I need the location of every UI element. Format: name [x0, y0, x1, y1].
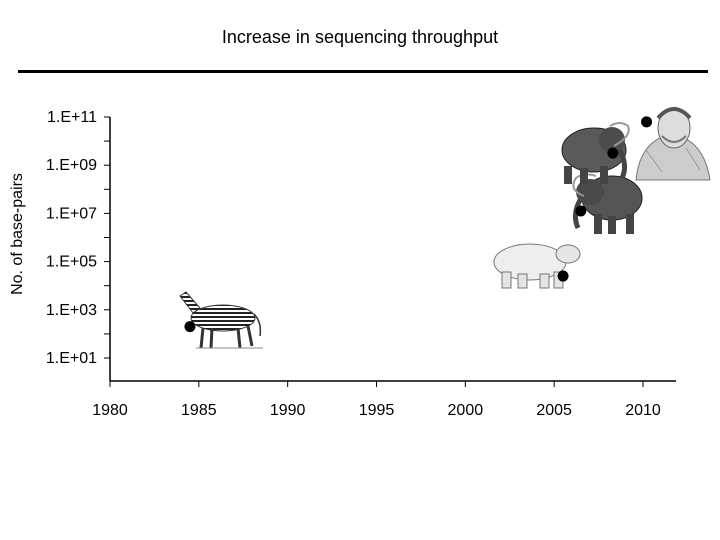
data-points [184, 116, 653, 333]
y-axis-ticks: 1.E+01 1.E+03 1.E+05 1.E+07 1.E+09 1.E+11 [46, 109, 110, 367]
slide-title: Increase in sequencing throughput [221, 27, 499, 47]
y-tick-label: 1.E+03 [46, 302, 97, 319]
y-tick-label: 1.E+07 [46, 205, 97, 222]
x-tick-label: 2005 [536, 402, 572, 419]
data-point [607, 147, 619, 159]
y-tick-label: 1.E+01 [46, 350, 97, 367]
y-tick-label: 1.E+09 [46, 157, 97, 174]
x-tick-label: 1980 [92, 402, 128, 419]
data-point [184, 321, 196, 333]
cave-bear-illustration [493, 243, 581, 289]
title-divider [18, 70, 708, 73]
y-tick-label: 1.E+11 [47, 109, 97, 126]
zebra-illustration [179, 291, 263, 349]
data-point [557, 270, 569, 282]
data-point [641, 116, 653, 128]
x-tick-label: 2010 [625, 402, 661, 419]
y-tick-label: 1.E+05 [46, 254, 97, 271]
neanderthal-illustration [635, 107, 711, 181]
x-tick-label: 1985 [181, 402, 217, 419]
y-axis-label: No. of base-pairs [9, 173, 26, 295]
x-tick-label: 2000 [448, 402, 484, 419]
mammoth-illustration [561, 122, 630, 184]
mammoth-illustration [572, 173, 643, 234]
x-tick-label: 1995 [359, 402, 395, 419]
x-tick-label: 1990 [270, 402, 306, 419]
data-point [575, 205, 587, 217]
x-axis-ticks: 1980 1985 1990 1995 2000 2005 2010 [92, 381, 661, 419]
